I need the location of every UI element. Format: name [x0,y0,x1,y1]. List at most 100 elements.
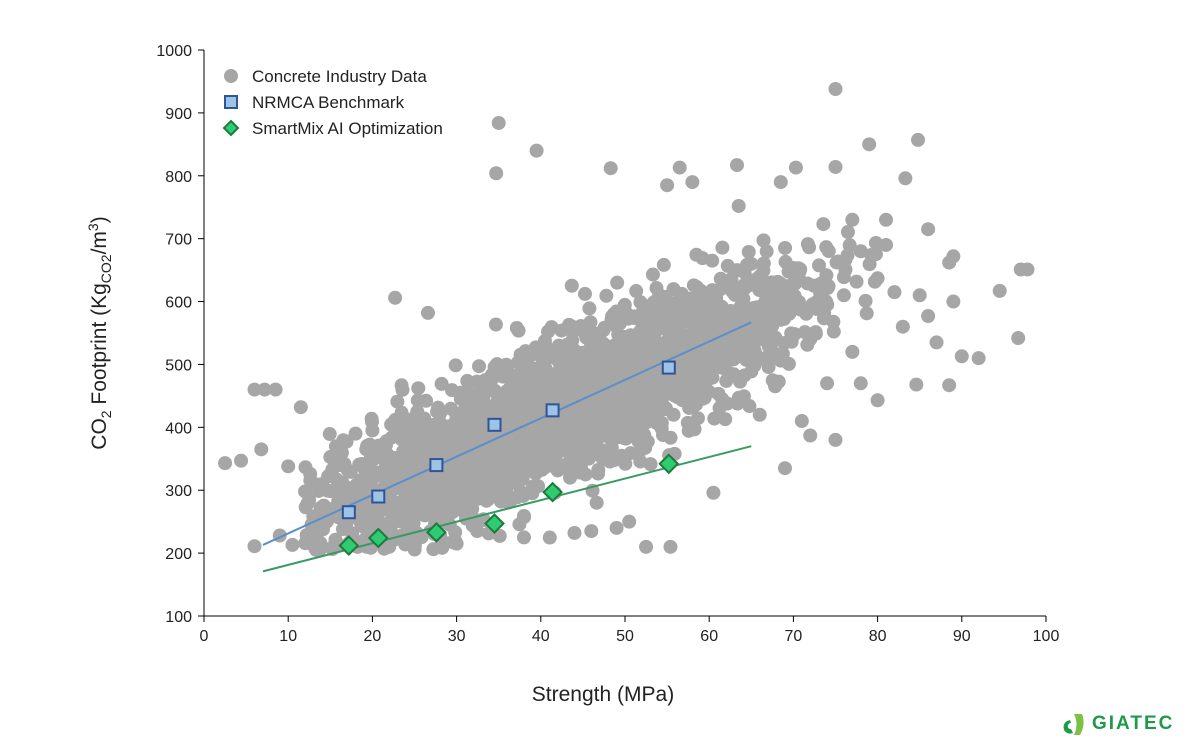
industry-data-point [749,314,764,329]
industry-data-point [697,390,712,405]
industry-data-point [609,520,624,535]
industry-data-point [716,308,731,323]
smartmix-point [542,481,564,503]
industry-data-point [488,317,503,332]
industry-data-point [563,470,578,485]
industry-data-point [303,466,318,481]
industry-data-point [870,271,885,286]
industry-data-point [544,320,559,335]
industry-data-point [678,311,693,326]
industry-data-point [826,314,841,329]
industry-data-point [572,428,587,443]
legend-spacer [250,90,251,91]
nrmca-point [487,417,502,432]
industry-data-point [368,445,383,460]
industry-data-point [616,352,631,367]
industry-data-point [527,463,542,478]
industry-data-point [759,244,774,259]
industry-data-point [322,427,337,442]
industry-data-point [589,332,604,347]
industry-data-point [706,485,721,500]
industry-data-point [247,539,262,554]
industry-data-point [689,331,704,346]
industry-data-point [542,530,557,545]
industry-data-point [382,539,397,554]
industry-data-point [663,539,678,554]
industry-data-point [679,353,694,368]
industry-data-point [589,420,604,435]
industry-data-point [794,414,809,429]
industry-data-point [633,324,648,339]
industry-data-point [646,382,661,397]
industry-data-point [450,466,465,481]
industry-data-point [334,445,349,460]
industry-data-point [879,237,894,252]
legend-diamond-icon [222,119,240,137]
industry-data-point [356,519,371,534]
industry-data-point [435,497,450,512]
legend-label: SmartMix AI Optimization [252,119,443,138]
industry-data-point [811,258,826,273]
industry-data-point [406,516,421,531]
industry-data-point [692,300,707,315]
industry-data-point [820,376,835,391]
legend: Concrete Industry Data NRMCA Benchmark Sma… [222,67,443,138]
y-tick-label: 600 [165,295,192,312]
industry-data-point [729,158,744,173]
industry-data-point [422,444,437,459]
industry-data-point [655,336,670,351]
x-tick-label: 50 [616,628,634,645]
industry-data-point [298,500,313,515]
industry-data-point [647,312,662,327]
y-tick-label: 300 [165,483,192,500]
industry-data-point [713,271,728,286]
industry-data-point [690,289,705,304]
industry-data-point [898,171,913,186]
y-axis-label: CO2 Footprint (KgCO2/m3) [85,216,114,449]
industry-data-point [911,132,926,147]
industry-data-point [565,325,580,340]
industry-data-point [629,284,644,299]
industry-data-point [434,376,449,391]
industry-data-point [544,415,559,430]
industry-data-point [384,483,399,498]
industry-data-point [577,286,592,301]
industry-data-point [281,459,296,474]
industry-data-point [591,402,606,417]
industry-data-point [410,393,425,408]
industry-data-point [756,233,771,248]
industry-data-point [403,501,418,516]
industry-data-point [313,500,328,515]
industry-data-point [577,398,592,413]
industry-data-point [512,356,527,371]
y-tick-label: 100 [165,609,192,626]
industry-data-point [802,240,817,255]
industry-data-point [946,294,961,309]
industry-data-point [385,510,400,525]
industry-data-point [555,422,570,437]
industry-data-point [443,419,458,434]
industry-data-point [516,530,531,545]
industry-data-point [420,305,435,320]
y-tick-label: 200 [165,546,192,563]
benchmark-markers [338,360,680,556]
industry-data-point [895,319,910,334]
industry-data-point [836,288,851,303]
industry-data-point [606,346,621,361]
industry-data-point [395,382,410,397]
industry-data-point [268,382,283,397]
industry-data-point [467,453,482,468]
industry-data-point [487,383,502,398]
industry-data-point [748,347,763,362]
industry-data-point [828,81,843,96]
industry-data-point [752,407,767,422]
industry-data-point [777,461,792,476]
x-tick-label: 30 [448,628,466,645]
industry-data-point [610,275,625,290]
industry-data-point [366,503,381,518]
industry-data-point [388,427,403,442]
industry-data-point [778,240,793,255]
industry-data-point [430,477,445,492]
industry-data-point [764,275,779,290]
industry-data-point [1020,262,1035,277]
